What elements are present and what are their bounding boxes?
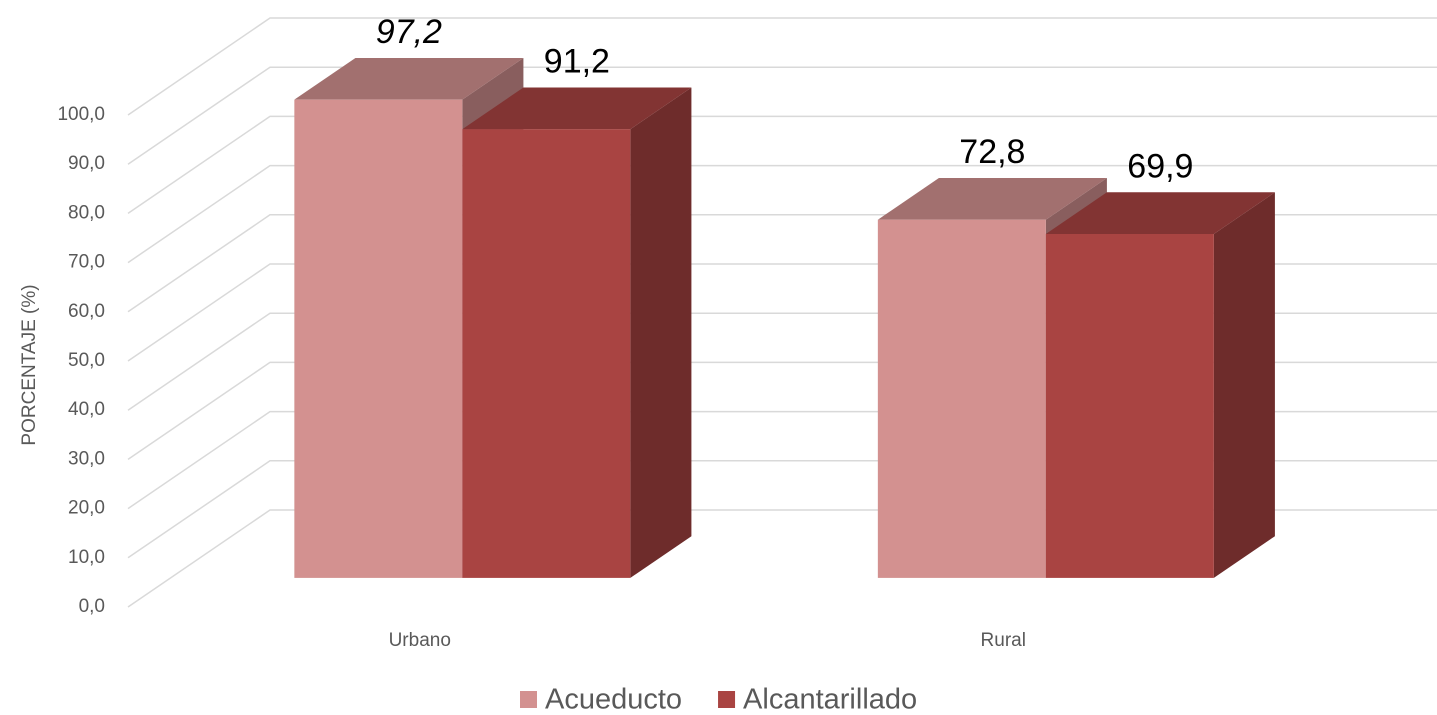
y-axis-label: PORCENTAJE (%) <box>19 284 40 445</box>
y-tick-label: 60,0 <box>68 301 105 322</box>
bar-top <box>462 87 692 130</box>
y-tick-label: 80,0 <box>68 202 105 223</box>
x-tick-label: Rural <box>981 630 1026 651</box>
grid-line <box>127 17 1437 116</box>
y-tick-label: 0,0 <box>79 596 105 617</box>
bar-front <box>1045 233 1214 578</box>
y-tick-label: 10,0 <box>68 547 105 568</box>
bar-front <box>877 219 1046 578</box>
data-label: 91,2 <box>544 42 610 80</box>
y-tick-label: 50,0 <box>68 350 105 371</box>
legend-label: Alcantarillado <box>743 684 917 715</box>
bar-top <box>877 178 1107 220</box>
y-tick-label: 70,0 <box>68 252 105 273</box>
data-label: 97,2 <box>376 13 442 51</box>
grid-line <box>127 115 1437 215</box>
bar-side <box>630 87 692 578</box>
y-tick-label: 90,0 <box>68 153 105 174</box>
legend-swatch <box>718 691 736 708</box>
y-tick-label: 40,0 <box>68 399 105 420</box>
bar <box>462 87 692 578</box>
data-label: 72,8 <box>959 133 1025 171</box>
y-tick-label: 100,0 <box>57 104 105 125</box>
bar-front <box>294 99 463 578</box>
bar-side <box>1213 192 1275 578</box>
y-tick-label: 30,0 <box>68 448 105 469</box>
grid-line <box>127 66 1437 165</box>
legend-swatch <box>520 691 537 708</box>
bar-top <box>1045 192 1275 234</box>
data-label: 69,9 <box>1127 147 1193 185</box>
x-tick-label: Urbano <box>389 630 451 651</box>
bar <box>1045 192 1275 578</box>
bar-front <box>462 129 631 578</box>
legend-label: Acueducto <box>545 684 682 715</box>
bar-top <box>294 57 524 100</box>
grid-line <box>127 164 1437 264</box>
y-tick-label: 20,0 <box>68 498 105 519</box>
